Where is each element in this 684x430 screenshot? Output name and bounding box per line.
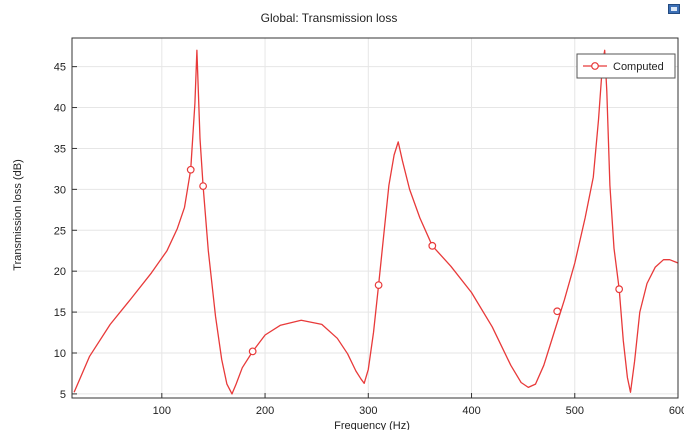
legend-label-computed: Computed	[613, 61, 664, 73]
y-tick-label-8: 45	[54, 62, 66, 74]
marker-point-4	[428, 241, 437, 250]
y-tick-label-5: 30	[54, 184, 66, 196]
y-tick-label-0: 5	[60, 389, 66, 401]
y-tick-label-3: 20	[54, 266, 66, 278]
y-axis-label: Transmission loss (dB)	[12, 159, 24, 270]
y-axis-ticks: 5 10 15 20 25 30 35 40 45	[54, 62, 77, 401]
y-tick-label-2: 15	[54, 307, 66, 319]
plot-area-frame	[71, 37, 679, 399]
marker-point-2	[248, 347, 257, 356]
x-axis-ticks: 100 200 300 400 500 600	[153, 393, 684, 417]
x-tick-label-1: 200	[256, 405, 274, 417]
grid	[72, 38, 679, 398]
legend-marker-computed	[591, 62, 599, 70]
y-tick-label-1: 10	[54, 348, 66, 360]
y-tick-label-7: 40	[54, 103, 66, 115]
series-line-computed	[73, 49, 678, 395]
series-layer	[73, 49, 678, 395]
plot-window-icon[interactable]	[668, 4, 680, 14]
chart-title: Global: Transmission loss	[261, 11, 398, 25]
x-tick-label-3: 400	[462, 405, 480, 417]
legend[interactable]: Computed	[576, 53, 676, 79]
y-tick-label-6: 35	[54, 143, 66, 155]
marker-point-0	[186, 165, 195, 174]
marker-point-6	[615, 285, 624, 294]
x-axis-label: Frequency (Hz)	[334, 420, 410, 430]
x-tick-label-0: 100	[153, 405, 171, 417]
marker-point-1	[199, 182, 208, 190]
x-tick-label-2: 300	[359, 405, 377, 417]
marker-point-5	[553, 307, 562, 316]
x-tick-label-5: 600	[669, 405, 684, 417]
y-tick-label-4: 25	[54, 225, 66, 237]
marker-point-3	[374, 281, 383, 289]
x-tick-label-4: 500	[566, 405, 584, 417]
